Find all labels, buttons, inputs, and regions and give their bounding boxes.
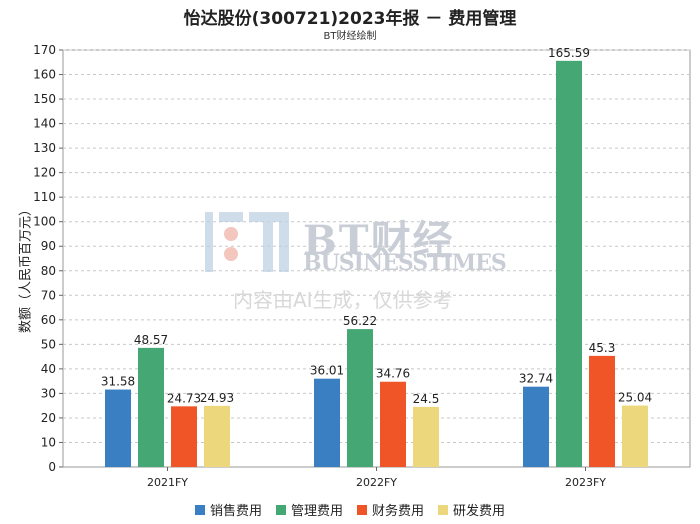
data-label: 31.58 <box>101 375 135 389</box>
legend-label: 管理费用 <box>290 504 343 519</box>
y-tick-label: 100 <box>33 215 56 229</box>
y-tick-label: 90 <box>41 239 56 253</box>
data-label: 24.5 <box>413 392 440 406</box>
y-tick-label: 70 <box>41 288 56 302</box>
y-tick-label: 170 <box>33 43 56 57</box>
legend-swatch <box>194 504 205 515</box>
data-label: 165.59 <box>548 46 590 60</box>
watermark-brand-en: BUSINESSTIMES <box>303 250 507 276</box>
x-tick-label: 2023FY <box>565 476 606 489</box>
legend-label: 销售费用 <box>209 504 262 519</box>
bar <box>413 406 439 467</box>
watermark-note: 内容由AI生成，仅供参考 <box>233 288 453 312</box>
y-tick-label: 50 <box>41 337 56 351</box>
legend-item: 研发费用 <box>438 500 505 519</box>
bar <box>138 347 164 467</box>
data-label: 45.3 <box>589 341 616 355</box>
data-label: 34.76 <box>376 367 410 381</box>
bar <box>204 405 230 467</box>
legend-swatch <box>438 504 449 515</box>
y-tick-label: 40 <box>41 362 56 376</box>
bar <box>171 406 197 467</box>
data-label: 48.57 <box>134 333 168 347</box>
y-tick-label: 60 <box>41 313 56 327</box>
legend-swatch <box>275 504 286 515</box>
bar <box>589 355 615 467</box>
y-tick-label: 160 <box>33 68 56 82</box>
y-tick-label: 20 <box>41 411 56 425</box>
y-tick-label: 120 <box>33 166 56 180</box>
data-label: 24.93 <box>200 391 234 405</box>
bar <box>380 381 406 467</box>
x-tick-label: 2022FY <box>356 476 397 489</box>
bar <box>622 405 648 467</box>
y-tick-label: 10 <box>41 435 56 449</box>
legend-label: 研发费用 <box>453 504 506 519</box>
data-label: 36.01 <box>310 364 344 378</box>
data-label: 32.74 <box>519 372 553 386</box>
watermark-brand-cn: BT财经 <box>303 217 455 264</box>
legend-item: 管理费用 <box>275 500 343 519</box>
bar <box>523 386 549 467</box>
y-tick-label: 0 <box>48 460 56 474</box>
data-label: 24.73 <box>167 391 201 405</box>
watermark: BT财经 BUSINESSTIMES 内容由AI生成，仅供参考 <box>205 208 507 318</box>
y-tick-label: 80 <box>41 264 56 278</box>
chart-legend: 销售费用 管理费用 财务费用 研发费用 <box>0 500 700 519</box>
chart-subtitle: BT财经绘制 <box>323 31 377 42</box>
y-tick-label: 140 <box>33 117 56 131</box>
bar <box>314 378 340 467</box>
legend-item: 销售费用 <box>194 500 262 519</box>
x-tick-label: 2021FY <box>147 476 188 489</box>
legend-swatch <box>357 504 367 515</box>
bar <box>556 60 582 467</box>
y-tick-label: 130 <box>33 141 56 155</box>
bar <box>347 329 373 467</box>
y-tick-label: 150 <box>33 92 56 106</box>
y-tick-label: 110 <box>33 190 56 204</box>
data-label: 25.04 <box>618 391 652 405</box>
watermark-logo-icon <box>205 212 289 272</box>
data-label: 56.22 <box>343 314 377 328</box>
y-tick-label: 30 <box>41 386 56 400</box>
legend-label: 财务费用 <box>372 504 425 519</box>
legend-item: 财务费用 <box>357 500 424 519</box>
bar <box>105 389 131 467</box>
chart-title: 怡达股份(300721)2023年报 － 费用管理 <box>183 9 517 29</box>
